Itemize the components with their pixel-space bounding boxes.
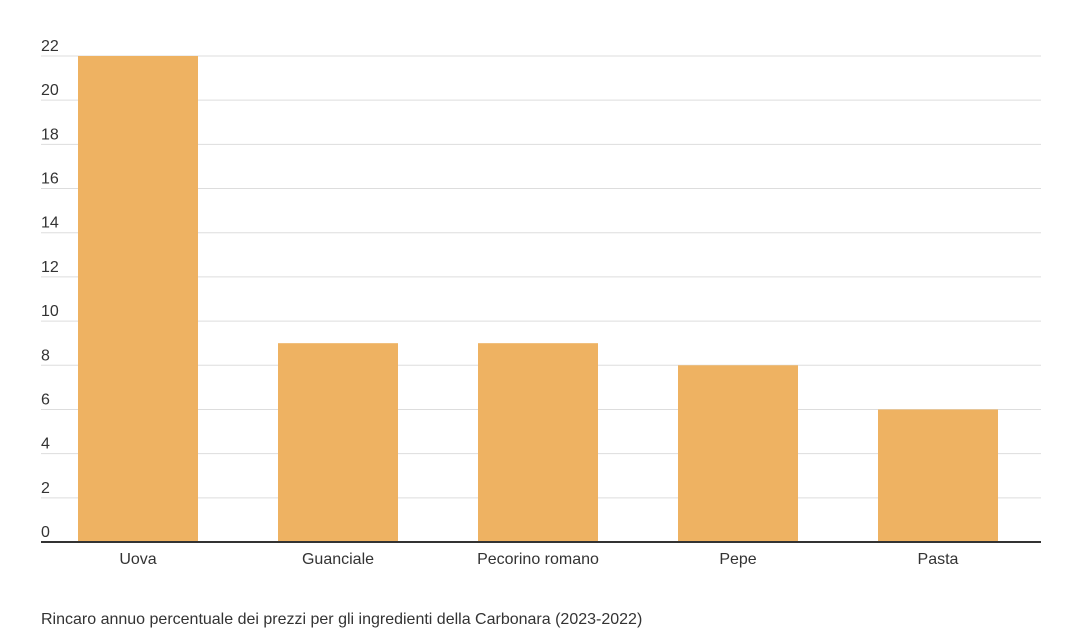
y-tick-label: 0 (41, 524, 50, 541)
bar-pecorino-romano (478, 343, 598, 542)
bar-pepe (678, 365, 798, 542)
chart-caption: Rincaro annuo percentuale dei prezzi per… (41, 611, 643, 628)
x-tick-label: Uova (119, 551, 156, 568)
y-tick-label: 6 (41, 391, 50, 408)
y-tick-label: 18 (41, 126, 59, 143)
y-tick-label: 8 (41, 347, 50, 364)
bar-pasta (878, 409, 998, 542)
bars (78, 56, 998, 542)
y-tick-label: 4 (41, 436, 50, 453)
y-tick-label: 10 (41, 303, 59, 320)
y-tick-label: 14 (41, 215, 59, 232)
x-tick-label: Pecorino romano (477, 551, 599, 568)
bar-uova (78, 56, 198, 542)
gridlines (41, 55, 1041, 499)
x-tick-label: Pepe (719, 551, 756, 568)
y-axis-ticks: 0 2 4 6 8 10 12 14 16 18 20 22 (41, 38, 59, 541)
x-tick-label: Pasta (918, 551, 959, 568)
y-tick-label: 16 (41, 171, 59, 188)
x-tick-label: Guanciale (302, 551, 374, 568)
bar-guanciale (278, 343, 398, 542)
y-tick-label: 12 (41, 259, 59, 276)
x-axis-ticks: Uova Guanciale Pecorino romano Pepe Pasta (119, 551, 958, 568)
y-tick-label: 2 (41, 480, 50, 497)
y-tick-label: 22 (41, 38, 59, 55)
y-tick-label: 20 (41, 82, 59, 99)
